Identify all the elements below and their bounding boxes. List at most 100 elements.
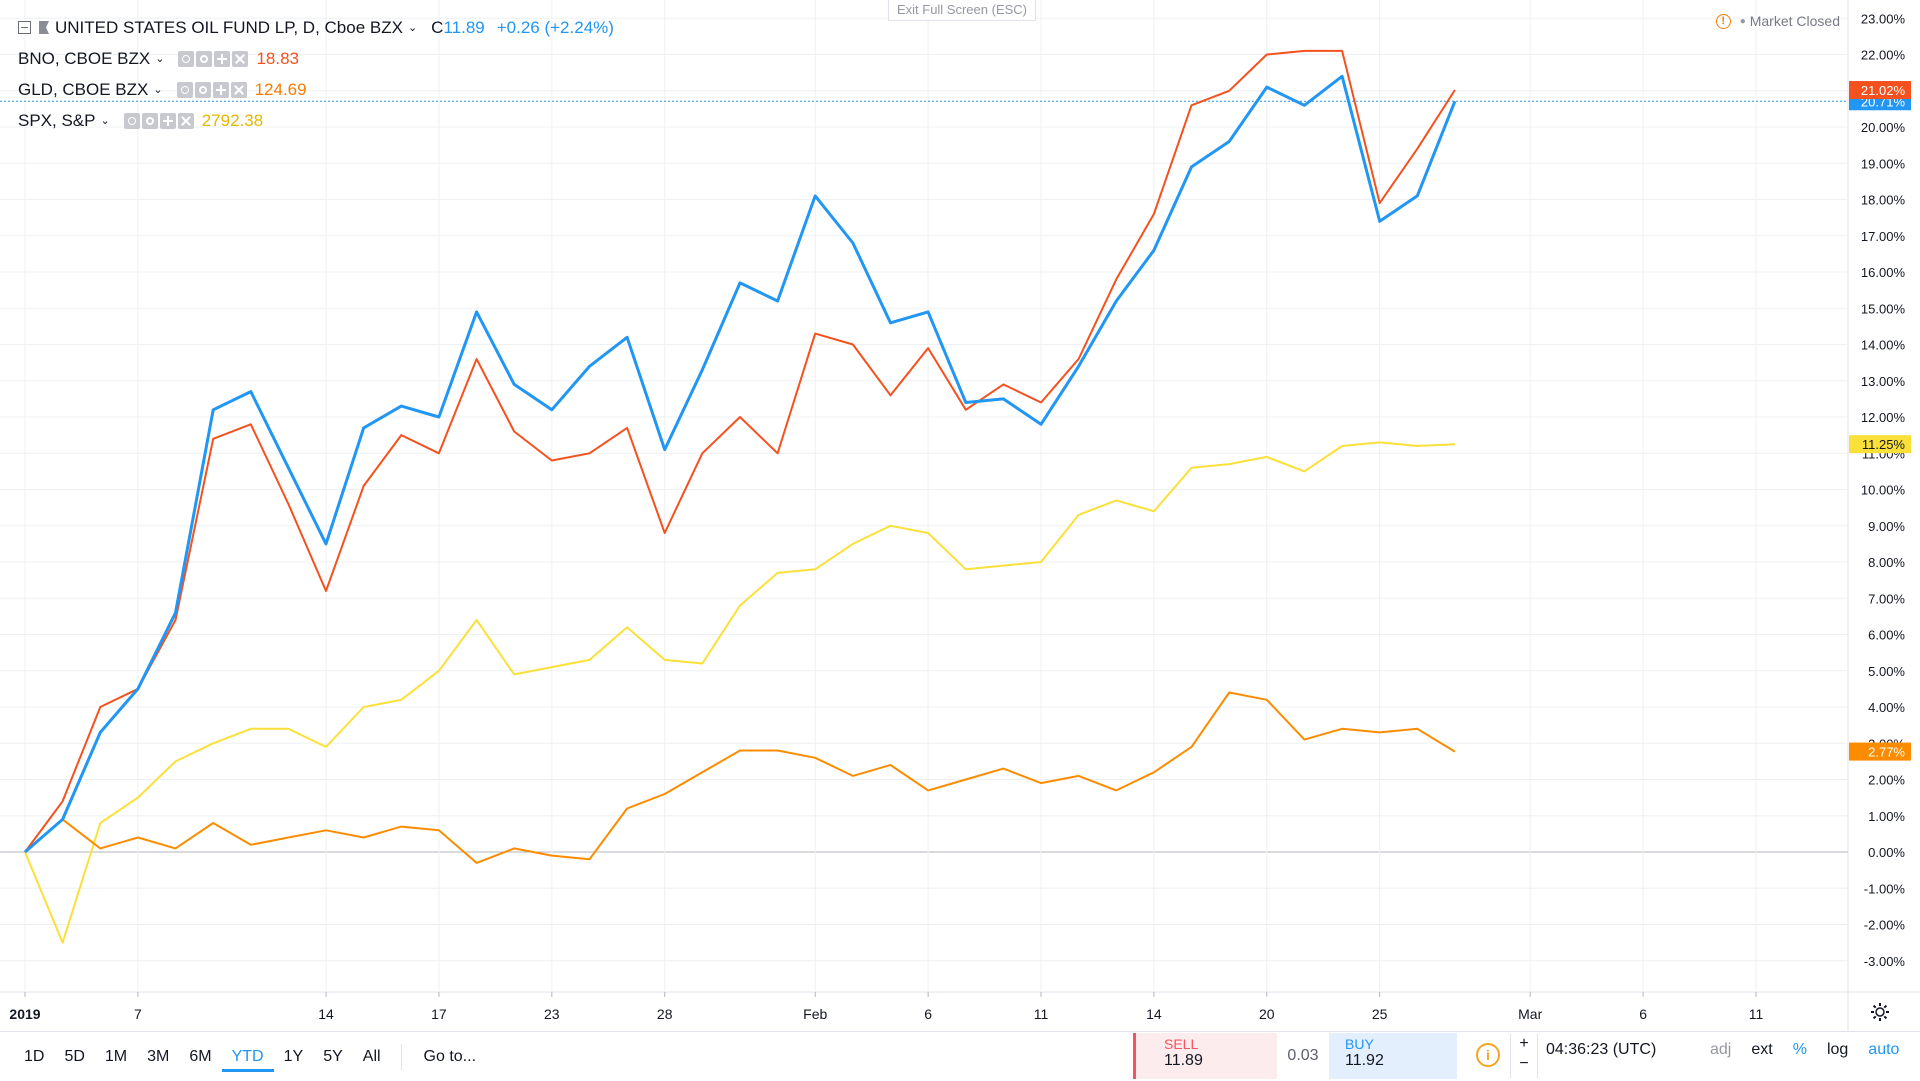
y-tick-label: 5.00%	[1868, 664, 1905, 679]
range-ytd-button[interactable]: YTD	[222, 1042, 274, 1072]
chevron-down-icon[interactable]: ⌄	[153, 83, 162, 96]
gear-icon[interactable]	[196, 51, 212, 67]
plus-icon[interactable]	[160, 113, 176, 129]
zoom-in-button[interactable]: +	[1511, 1034, 1537, 1054]
y-tick-label: 7.00%	[1868, 591, 1905, 606]
y-tick-label: 10.00%	[1861, 483, 1906, 498]
sell-button[interactable]: SELL 11.89	[1133, 1033, 1277, 1079]
compare-value: 18.83	[256, 49, 299, 69]
compare-value: 124.69	[255, 80, 307, 100]
compare-symbol-label[interactable]: BNO, CBOE BZX	[18, 49, 150, 69]
adj-toggle[interactable]: adj	[1700, 1041, 1741, 1059]
log-toggle[interactable]: log	[1817, 1041, 1858, 1059]
info-icon[interactable]: i	[1476, 1043, 1500, 1067]
series-line-spx[interactable]	[25, 442, 1455, 942]
y-tick-label: 9.00%	[1868, 519, 1905, 534]
close-label: C	[431, 18, 443, 37]
flag-icon[interactable]	[39, 21, 49, 34]
range-all-button[interactable]: All	[353, 1042, 391, 1072]
x-tick-label: Mar	[1518, 1006, 1542, 1022]
gear-icon[interactable]	[195, 82, 211, 98]
chart-legend: UNITED STATES OIL FUND LP, D, Cboe BZX ⌄…	[18, 12, 614, 136]
y-tick-label: 6.00%	[1868, 628, 1905, 643]
y-tick-label: 12.00%	[1861, 410, 1906, 425]
y-tick-label: 17.00%	[1861, 229, 1906, 244]
compare-value: 2792.38	[202, 111, 263, 131]
range-5y-button[interactable]: 5Y	[313, 1042, 353, 1072]
zoom-controls: + −	[1510, 1034, 1538, 1078]
series-line-bno[interactable]	[25, 51, 1455, 852]
y-tick-label: -1.00%	[1864, 881, 1906, 896]
gear-icon[interactable]	[142, 113, 158, 129]
range-5d-button[interactable]: 5D	[54, 1042, 94, 1072]
compare-symbol-label[interactable]: SPX, S&P	[18, 111, 95, 131]
price-label-spx: 11.25%	[1862, 437, 1906, 452]
ext-toggle[interactable]: ext	[1741, 1041, 1782, 1059]
utc-clock[interactable]: 04:36:23 (UTC)	[1546, 1041, 1656, 1059]
x-tick-label: 11	[1034, 1006, 1049, 1022]
buy-button[interactable]: BUY 11.92	[1329, 1033, 1457, 1079]
chevron-down-icon[interactable]: ⌄	[408, 21, 417, 34]
series-line-uso[interactable]	[25, 76, 1455, 852]
market-status[interactable]: ! ● Market Closed	[1716, 13, 1840, 29]
compare-legend-bno[interactable]: BNO, CBOE BZX ⌄ 18.83	[18, 43, 614, 74]
main-symbol-title[interactable]: UNITED STATES OIL FUND LP, D, Cboe BZX	[55, 18, 403, 38]
price-chart[interactable]: -3.00%-2.00%-1.00%0.00%1.00%2.00%3.00%4.…	[0, 0, 1920, 1031]
compare-legend-spx[interactable]: SPX, S&P ⌄ 2792.38	[18, 105, 614, 136]
range-1y-button[interactable]: 1Y	[274, 1042, 314, 1072]
eye-icon[interactable]	[124, 113, 140, 129]
x-tick-label: 11	[1749, 1006, 1764, 1022]
chevron-down-icon[interactable]: ⌄	[155, 52, 164, 65]
y-tick-label: 4.00%	[1868, 700, 1905, 715]
price-label-bno: 21.02%	[1861, 83, 1906, 98]
main-series-legend[interactable]: UNITED STATES OIL FUND LP, D, Cboe BZX ⌄…	[18, 12, 614, 43]
auto-toggle[interactable]: auto	[1858, 1041, 1909, 1059]
compare-symbol-label[interactable]: GLD, CBOE BZX	[18, 80, 148, 100]
sell-label: SELL	[1164, 1036, 1277, 1052]
market-status-label: Market Closed	[1750, 13, 1840, 29]
range-1m-button[interactable]: 1M	[95, 1042, 137, 1072]
range-3m-button[interactable]: 3M	[137, 1042, 179, 1072]
y-tick-label: -3.00%	[1864, 954, 1906, 969]
price-label-gld: 2.77%	[1868, 745, 1905, 760]
plus-icon[interactable]	[214, 51, 230, 67]
x-tick-label: 7	[134, 1006, 142, 1022]
close-icon[interactable]	[231, 82, 247, 98]
range-6m-button[interactable]: 6M	[179, 1042, 221, 1072]
y-tick-label: 14.00%	[1861, 338, 1906, 353]
collapse-legend-icon[interactable]	[18, 21, 31, 34]
x-tick-label: 6	[1639, 1006, 1647, 1022]
scale-toggles: adj ext % log auto	[1700, 1041, 1909, 1059]
close-value: 11.89	[443, 18, 484, 37]
y-tick-label: 0.00%	[1868, 845, 1905, 860]
chevron-down-icon[interactable]: ⌄	[100, 114, 109, 127]
goto-date-button[interactable]: Go to...	[412, 1042, 488, 1072]
plus-icon[interactable]	[213, 82, 229, 98]
y-tick-label: 19.00%	[1861, 156, 1906, 171]
y-tick-label: 18.00%	[1861, 193, 1906, 208]
eye-icon[interactable]	[177, 82, 193, 98]
series-line-gld[interactable]	[25, 693, 1455, 863]
change-value: +0.26 (+2.24%)	[497, 18, 614, 38]
eye-icon[interactable]	[178, 51, 194, 67]
close-icon[interactable]	[178, 113, 194, 129]
buy-label: BUY	[1345, 1036, 1457, 1052]
x-tick-label: 28	[657, 1006, 673, 1022]
zoom-out-button[interactable]: −	[1511, 1054, 1537, 1074]
compare-legend-gld[interactable]: GLD, CBOE BZX ⌄ 124.69	[18, 74, 614, 105]
y-tick-label: 20.00%	[1861, 120, 1906, 135]
y-tick-label: 8.00%	[1868, 555, 1905, 570]
percent-toggle[interactable]: %	[1783, 1041, 1817, 1059]
y-tick-label: 22.00%	[1861, 48, 1906, 63]
status-dot-icon: ●	[1740, 16, 1746, 27]
range-1d-button[interactable]: 1D	[14, 1042, 54, 1072]
sell-price: 11.89	[1164, 1052, 1277, 1070]
close-icon[interactable]	[232, 51, 248, 67]
exit-fullscreen-button[interactable]: Exit Full Screen (ESC)	[888, 0, 1036, 21]
x-tick-label: 25	[1372, 1006, 1388, 1022]
x-tick-label: 14	[1146, 1006, 1162, 1022]
divider	[401, 1044, 402, 1070]
date-range-selector: 1D 5D 1M 3M 6M YTD 1Y 5Y All Go to...	[14, 1042, 488, 1072]
settings-gear-icon[interactable]	[1870, 1002, 1890, 1022]
